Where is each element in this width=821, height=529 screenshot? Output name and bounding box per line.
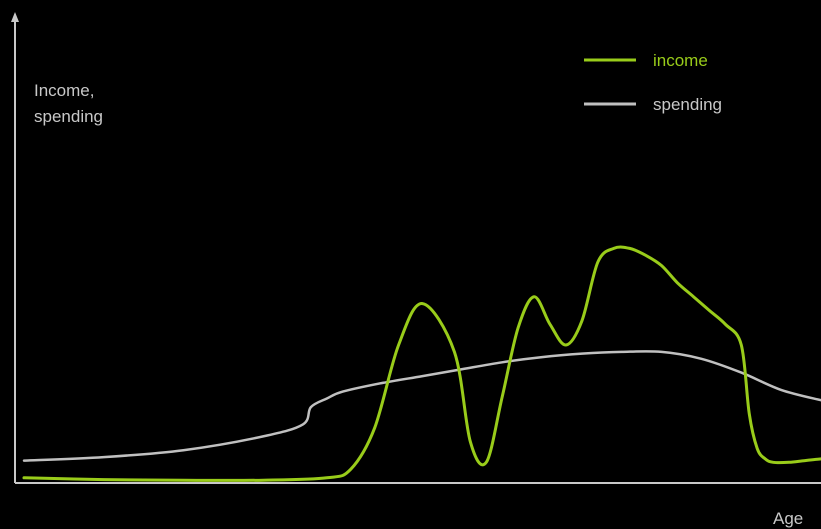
legend-label-income: income <box>653 51 708 70</box>
income-series-line <box>22 245 821 482</box>
y-axis-label-line-1: Income, <box>34 81 94 100</box>
x-axis-label: Age <box>773 509 803 528</box>
y-axis-label-line-2: spending <box>34 107 103 126</box>
y-axis-arrowhead <box>11 12 19 22</box>
legend-label-spending: spending <box>653 95 722 114</box>
spending-series-line <box>22 350 821 462</box>
legend: income spending <box>584 51 722 114</box>
series-group <box>22 245 821 482</box>
